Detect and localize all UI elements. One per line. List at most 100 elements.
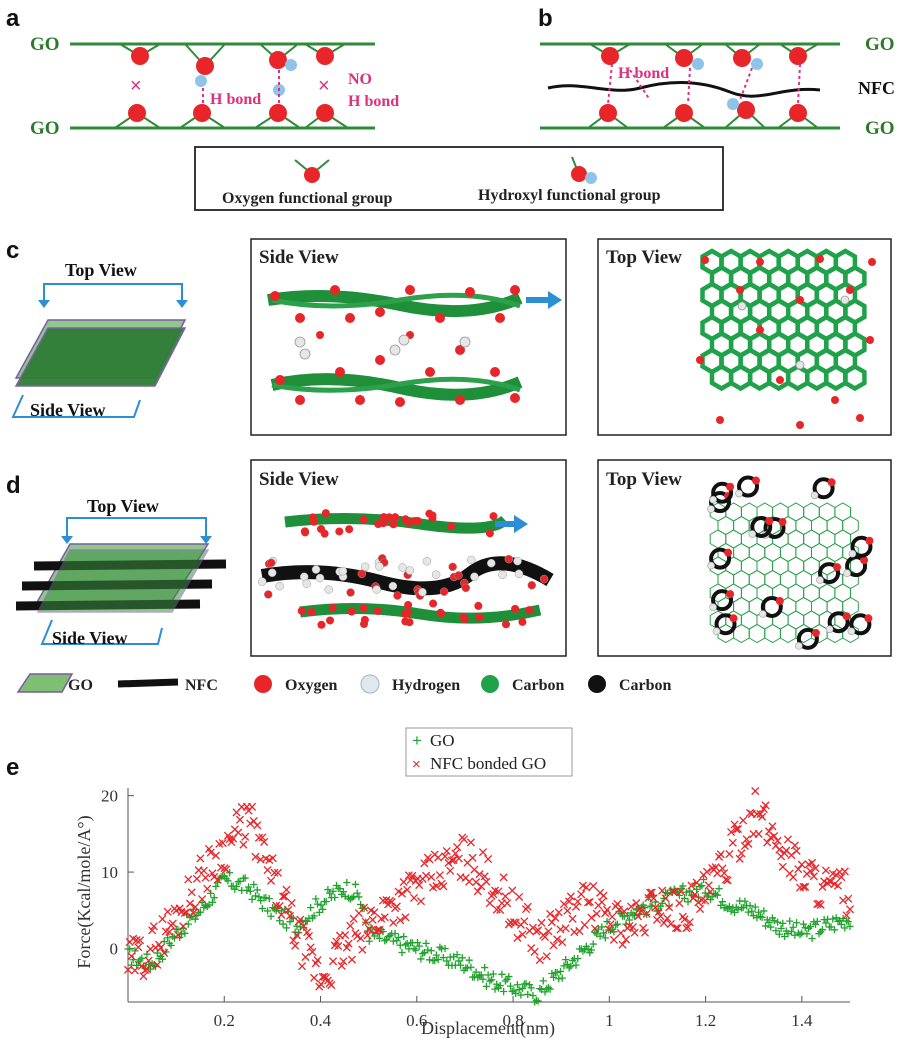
go-data-point [341, 892, 349, 900]
nfc-data-point [546, 909, 555, 919]
go-data-point [679, 882, 687, 890]
bracket-arrow-icon [43, 283, 183, 300]
go-data-point [136, 956, 144, 964]
go-data-point [760, 907, 768, 915]
oxygen-atom [525, 606, 534, 615]
go-data-point [317, 901, 325, 909]
go-data-point [532, 996, 540, 1004]
nfc-data-point [613, 899, 622, 908]
go-data-point [329, 887, 337, 895]
d-side-atoms [258, 509, 549, 629]
nfc-data-point [744, 839, 753, 848]
nfc-data-point [180, 908, 189, 918]
side-view-molecule [267, 290, 523, 401]
nfc-data-point [630, 928, 639, 937]
nfc-data-point [211, 851, 220, 860]
nfc-atom [302, 579, 311, 588]
nfc-data-point [801, 882, 810, 891]
nfc-data-point [361, 917, 370, 926]
go-data-point [758, 913, 766, 921]
go-data-point [665, 902, 673, 910]
nfc-data-point [513, 933, 522, 942]
nfc-data-point [754, 829, 763, 838]
nfc-data-point [127, 952, 136, 961]
go-data-point [475, 972, 484, 980]
nfc-data-point [540, 932, 550, 942]
nfc-atom [467, 555, 476, 565]
nfc-data-point [554, 908, 563, 917]
nfc-data-point [403, 885, 412, 894]
go-data-point [741, 897, 749, 905]
go-data-point [300, 923, 308, 932]
oxygen-atom [317, 525, 326, 534]
nfc-data-point [637, 906, 646, 916]
nfc-data-point [542, 952, 551, 961]
nfc-data-point [665, 903, 674, 912]
nfc-data-point [789, 873, 798, 882]
go-data-point [725, 902, 733, 911]
go-data-point [531, 998, 539, 1006]
nfc-data-point [358, 945, 367, 954]
nfc-data-point [568, 914, 577, 923]
nfc-data-point [218, 838, 227, 848]
nfc-data-point [304, 931, 313, 941]
nfc-data-point [773, 836, 782, 845]
nfc-data-point [268, 854, 277, 863]
nfc-data-point [718, 864, 727, 873]
nfc-data-point [642, 909, 651, 918]
nfc-data-point [160, 948, 169, 957]
oxygen-atom [389, 520, 398, 529]
go-data-point [422, 939, 430, 947]
panel-c-label: c [6, 237, 19, 264]
go-data-point [718, 898, 727, 906]
nfc-data-point [254, 833, 264, 842]
go-data-point [713, 891, 721, 899]
nfc-data-point [701, 896, 710, 905]
legend-box [194, 146, 724, 211]
oxygen-atom [765, 516, 774, 525]
go-data-point [842, 917, 851, 925]
go-data-point [818, 926, 827, 934]
nfc-data-point [368, 915, 377, 924]
hydrogen-atom [825, 625, 834, 633]
go-data-point [496, 981, 504, 990]
oxygen-atom [428, 514, 437, 523]
side-bracket-icon [40, 619, 163, 645]
go-data-point [777, 924, 785, 932]
nfc-data-point [763, 838, 772, 847]
go-data-point [774, 918, 782, 926]
go-data-point [767, 923, 775, 931]
oxygen-atom [866, 336, 874, 344]
nfc-marker-icon: × [412, 756, 421, 773]
panel-e-label: e [6, 754, 19, 781]
go-data-point [563, 960, 572, 969]
oxygen-atom [729, 614, 738, 623]
nfc-atom [258, 577, 267, 586]
nfc-data-point [189, 908, 198, 918]
nfc-data-point [241, 832, 250, 841]
go-data-point [348, 894, 356, 902]
go-data-point [365, 937, 373, 945]
nfc-atom [439, 587, 449, 596]
nfc-data-point [737, 849, 746, 858]
go-data-point [381, 937, 389, 945]
go-data-point [591, 928, 599, 937]
go-data-point [126, 945, 134, 953]
oxygen-atom [460, 615, 469, 624]
hydrogen-atom [810, 491, 819, 500]
x-tick-label: 0.8 [502, 1011, 523, 1030]
go-data-point [481, 963, 489, 972]
go-data-point [319, 905, 327, 913]
nfc-data-point [235, 815, 245, 824]
oxygen-atom [696, 356, 704, 364]
nfc-data-point [263, 866, 272, 875]
oxygen-atom [385, 513, 394, 522]
panel-a-bottom-go-label: GO [30, 118, 60, 139]
nfc-data-point [677, 887, 686, 896]
nfc-atom [338, 566, 348, 576]
hydrogen-atom [727, 98, 739, 110]
go-data-point [558, 974, 566, 982]
nfc-atom [267, 568, 277, 578]
nfc-data-point [673, 924, 682, 933]
y-tick-label: 0 [110, 940, 119, 959]
